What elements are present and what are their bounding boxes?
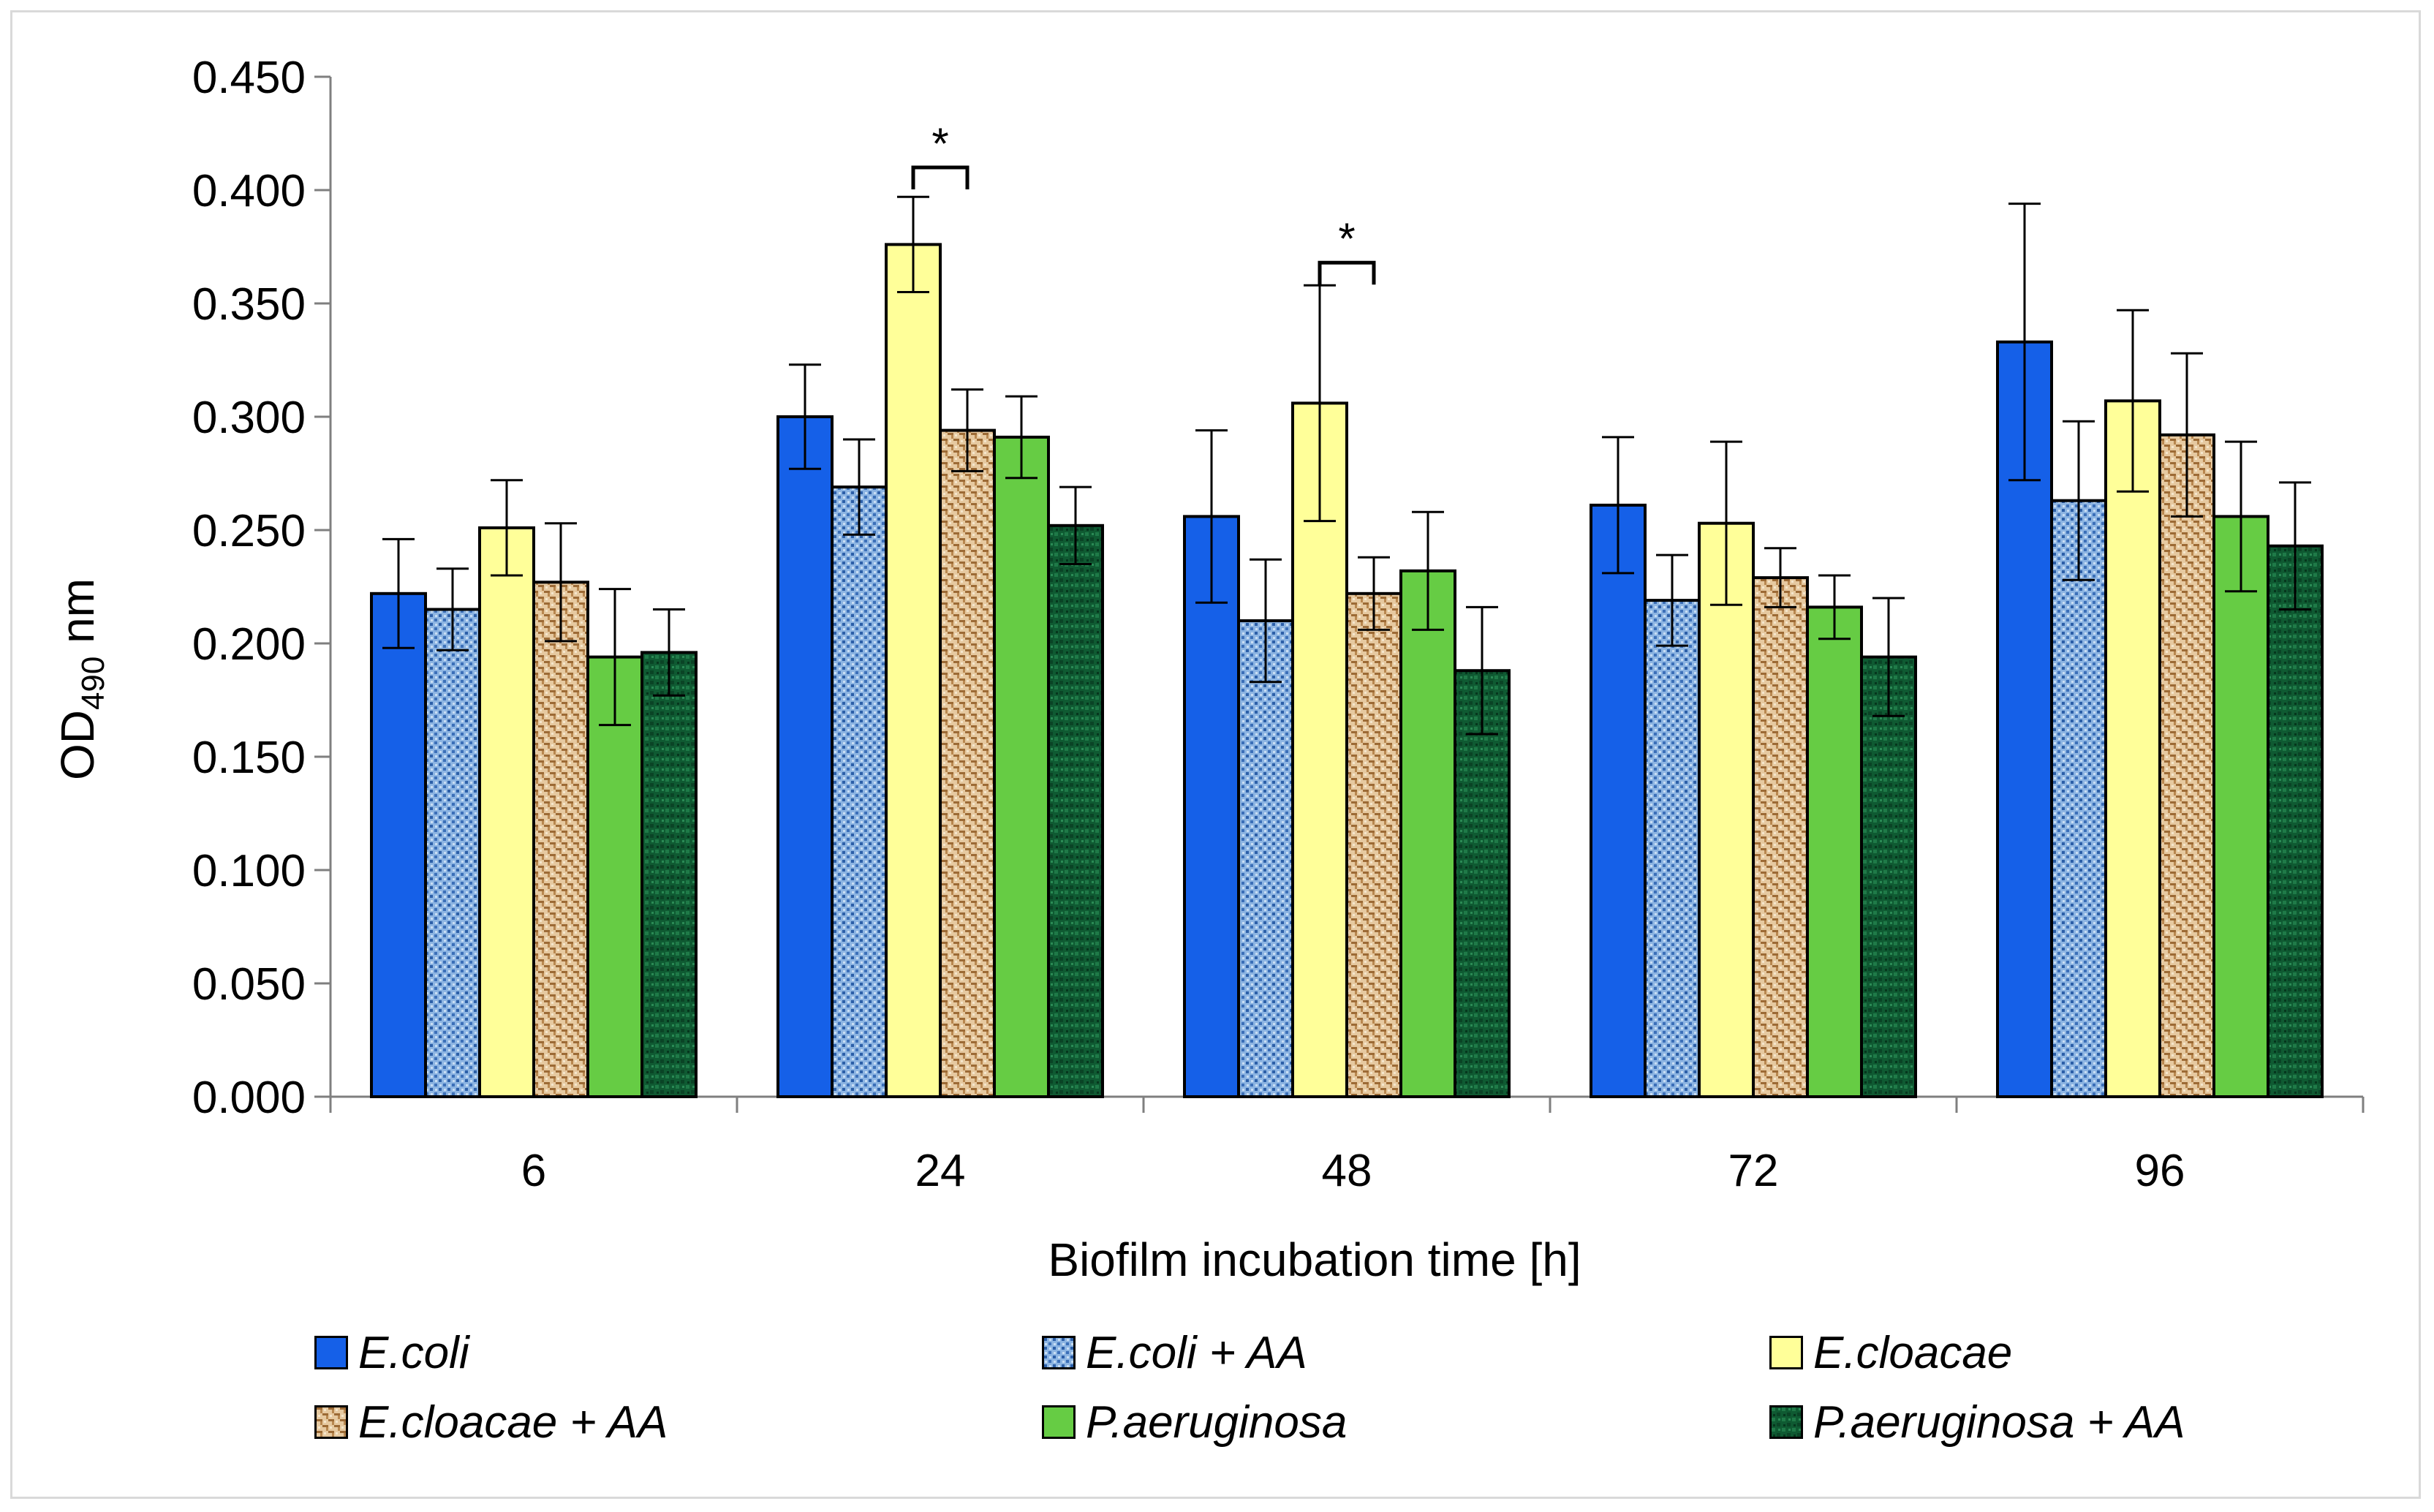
bar — [640, 651, 698, 1098]
bar — [1590, 503, 1647, 1098]
significance-marker: * — [1338, 214, 1355, 263]
x-tick-label: 72 — [1728, 1146, 1779, 1196]
bar — [2212, 515, 2269, 1098]
legend-swatch — [1769, 1336, 1803, 1369]
bar — [939, 428, 996, 1098]
legend-item: E.cloacae + AA — [314, 1396, 668, 1448]
bar — [1345, 591, 1402, 1098]
y-axis-label-prefix: OD — [51, 710, 104, 780]
bar — [1698, 521, 1755, 1098]
y-tick-label: 0.350 — [192, 279, 306, 330]
chart-frame — [10, 10, 2421, 1499]
legend-item: E.coli — [314, 1327, 469, 1378]
y-tick-label: 0.200 — [192, 619, 306, 670]
legend-item: E.coli + AA — [1042, 1327, 1307, 1378]
bar — [1860, 655, 1917, 1098]
bar — [776, 415, 834, 1098]
annotations: ** — [911, 119, 1376, 285]
bar — [2158, 433, 2215, 1098]
legend-label: P.aeruginosa — [1086, 1396, 1348, 1448]
bar — [1047, 523, 1104, 1098]
legend-item: E.cloacae — [1769, 1327, 2012, 1378]
bar — [1644, 599, 1701, 1098]
axis-labels: Biofilm incubation time [h] OD490 nm — [51, 578, 1581, 1286]
legend-item: P.aeruginosa — [1042, 1396, 1347, 1448]
bar — [2050, 499, 2107, 1098]
x-axis-label: Biofilm incubation time [h] — [1048, 1233, 1581, 1286]
legend-item: P.aeruginosa + AA — [1769, 1396, 2185, 1448]
axes: 0.000 0.050 0.100 0.150 0.200 0.250 0.300 0.350… — [192, 53, 2365, 1196]
y-tick-label: 0.450 — [192, 53, 306, 103]
bar — [1454, 669, 1511, 1098]
significance-bracket — [1318, 260, 1376, 285]
y-tick-label: 0.300 — [192, 393, 306, 443]
bar — [424, 608, 481, 1098]
bar — [993, 435, 1050, 1098]
legend-label: P.aeruginosa + AA — [1813, 1396, 2185, 1448]
y-axis-label-suffix: nm — [51, 578, 104, 657]
legend-swatch — [1042, 1336, 1076, 1369]
legend-label: E.coli — [358, 1327, 469, 1378]
bar — [2267, 544, 2324, 1098]
bar — [831, 485, 888, 1098]
legend-swatch — [1769, 1405, 1803, 1439]
bars — [370, 195, 2324, 1099]
bar — [2104, 399, 2161, 1098]
legend-label: E.cloacae — [1813, 1327, 2013, 1378]
y-tick-label: 0.050 — [192, 959, 306, 1010]
y-axis-label: OD490 nm — [51, 578, 111, 780]
bar — [1237, 619, 1294, 1098]
legend-swatch — [1042, 1405, 1076, 1439]
y-axis-label-subscript: 490 — [75, 657, 111, 710]
x-tick-label: 6 — [521, 1146, 546, 1196]
x-tick-label: 24 — [915, 1146, 966, 1196]
bar — [1806, 605, 1863, 1098]
bar — [478, 526, 535, 1098]
significance-marker: * — [931, 119, 948, 168]
legend-swatch — [314, 1405, 348, 1439]
bar — [1399, 569, 1456, 1098]
x-tick-label: 48 — [1322, 1146, 1372, 1196]
y-tick-label: 0.150 — [192, 733, 306, 783]
legend-swatch — [314, 1336, 348, 1369]
x-tick-label: 96 — [2135, 1146, 2185, 1196]
y-tick-label: 0.100 — [192, 846, 306, 896]
y-tick-label: 0.400 — [192, 166, 306, 216]
significance-bracket — [911, 165, 970, 189]
bar — [1183, 515, 1240, 1098]
legend-label: E.coli + AA — [1086, 1327, 1307, 1378]
bar — [1752, 576, 1809, 1098]
y-tick-label: 0.000 — [192, 1073, 306, 1123]
bar — [885, 243, 942, 1098]
bar — [370, 591, 427, 1098]
y-tick-label: 0.250 — [192, 506, 306, 556]
legend-label: E.cloacae + AA — [358, 1396, 668, 1448]
bar — [532, 581, 589, 1098]
